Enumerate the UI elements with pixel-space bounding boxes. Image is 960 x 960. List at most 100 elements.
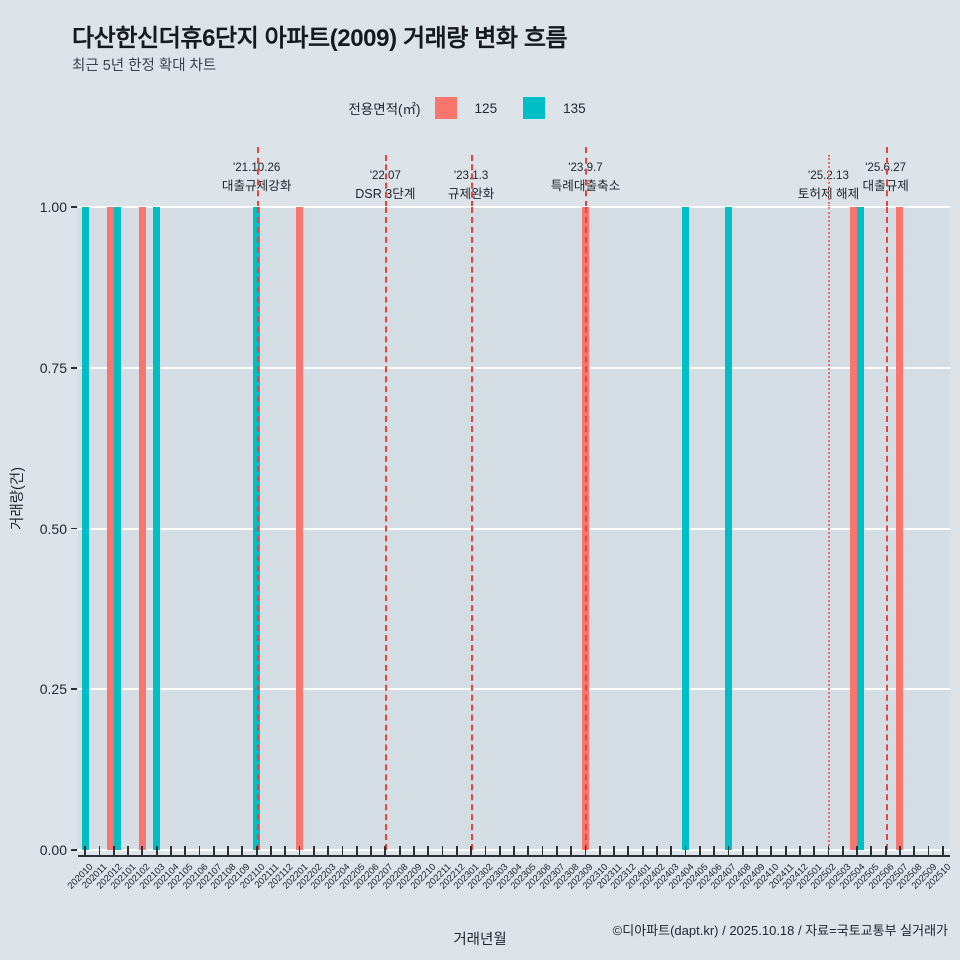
x-tick-mark-202101 (127, 846, 129, 855)
x-axis-title: 거래년월 (453, 932, 507, 948)
legend-item-125[interactable]: 125 (434, 97, 524, 119)
event-line-1 (385, 207, 388, 850)
x-tick-mark-202204 (341, 846, 344, 855)
legend-label-135: 135 (563, 100, 586, 116)
bar-125-202201[interactable] (296, 207, 304, 850)
x-tick-mark-202502 (827, 846, 830, 855)
bar-125-202504[interactable] (850, 207, 858, 850)
x-tick-mark-202011 (98, 846, 101, 855)
x-tick-mark-202404 (684, 846, 687, 855)
x-tick-mark-202403 (670, 846, 673, 855)
bar-135-202010[interactable] (81, 207, 89, 850)
event-line-stub-4 (828, 155, 831, 207)
x-tick-mark-202110 (255, 846, 258, 855)
x-tick-mark-202405 (698, 846, 701, 855)
x-tick-mark-202501 (813, 846, 816, 855)
event-line-stub-5 (885, 147, 888, 207)
x-tick-mark-202208 (398, 846, 401, 855)
event-line-0 (256, 207, 259, 850)
x-tick-mark-202306 (541, 846, 544, 855)
legend-swatch-135 (523, 97, 546, 119)
y-tick-label-1: 0.25 (39, 681, 67, 698)
legend-title: 전용면적(㎡) (348, 102, 421, 117)
bar-135-202404[interactable] (682, 207, 690, 850)
bar-125-202012[interactable] (106, 207, 114, 850)
event-line-4 (828, 207, 831, 850)
x-tick-mark-202402 (656, 846, 658, 855)
bar-135-202407[interactable] (724, 207, 732, 850)
x-tick-mark-202202 (312, 846, 315, 855)
x-tick-mark-202503 (841, 846, 844, 855)
footer-credit: ©디아파트(dapt.kr) / 2025.10.18 / 자료=국토교통부 실… (612, 923, 948, 938)
x-tick-mark-202010 (84, 846, 87, 855)
event-line-stub-1 (385, 155, 388, 207)
x-tick-mark-202509 (927, 846, 930, 855)
y-tick-label-4: 1.00 (39, 199, 67, 215)
y-tick-label-2: 0.50 (39, 520, 67, 537)
bar-135-202504[interactable] (857, 207, 865, 850)
legend-swatch-125 (434, 97, 457, 119)
x-tick-mark-202203 (327, 846, 330, 855)
x-tick-mark-202303 (498, 846, 501, 855)
gridline (78, 527, 950, 530)
x-tick-mark-202105 (184, 846, 187, 855)
bar-135-202103[interactable] (153, 207, 161, 850)
x-tick-mark-202210 (427, 846, 430, 855)
x-tick-mark-202506 (884, 846, 887, 855)
page-subtitle: 최근 5년 한정 확대 차트 (72, 58, 217, 74)
x-tick-mark-202212 (455, 846, 458, 855)
legend-item-135[interactable]: 135 (523, 97, 612, 119)
bar-125-202507[interactable] (896, 207, 904, 850)
x-tick-mark-202106 (198, 846, 201, 855)
x-tick-mark-202408 (741, 846, 744, 855)
x-tick-mark-202209 (413, 846, 415, 855)
x-tick-mark-202412 (799, 846, 801, 855)
gridline (78, 688, 950, 691)
x-tick-mark-202206 (370, 846, 372, 855)
x-tick-mark-202112 (284, 846, 287, 855)
event-line-5 (885, 207, 888, 850)
event-date-5: '25.6.27 (865, 161, 907, 174)
x-tick-mark-202407 (727, 846, 730, 855)
y-tick-label-0: 0.00 (39, 842, 67, 858)
x-tick-mark-202102 (141, 846, 144, 855)
x-tick-mark-202205 (355, 846, 358, 855)
x-tick-mark-202201 (298, 846, 301, 855)
x-tick-mark-202103 (155, 846, 158, 855)
x-tick-mark-202305 (527, 846, 530, 855)
bar-135-202012[interactable] (113, 207, 121, 850)
x-tick-mark-202304 (513, 846, 515, 855)
event-line-stub-2 (471, 155, 474, 207)
y-tick-label-3: 0.75 (39, 359, 67, 376)
bar-125-202102[interactable] (138, 207, 146, 850)
x-tick-mark-202508 (913, 846, 916, 855)
gridline (78, 366, 950, 369)
y-tick-mark-4 (71, 206, 77, 208)
event-line-3 (585, 207, 588, 850)
x-tick-mark-202104 (170, 846, 172, 855)
x-tick-mark-202308 (570, 846, 573, 855)
y-axis-title: 거래량(건) (10, 466, 26, 530)
y-tick-mark-1 (71, 688, 77, 691)
x-tick-mark-202411 (784, 846, 787, 855)
x-tick-mark-202302 (484, 846, 487, 855)
x-axis-line (78, 855, 950, 857)
event-line-stub-0 (256, 147, 259, 207)
y-tick-mark-0 (71, 849, 77, 851)
y-tick-mark-2 (71, 527, 77, 530)
event-line-2 (471, 207, 474, 850)
x-tick-mark-202401 (641, 846, 644, 855)
x-tick-mark-202111 (270, 846, 272, 855)
x-tick-mark-202109 (241, 846, 244, 855)
legend-label-125: 125 (474, 100, 498, 116)
x-tick-mark-202311 (613, 846, 615, 855)
x-tick-mark-202207 (384, 846, 387, 855)
event-date-3: '23.9.7 (568, 161, 603, 174)
x-tick-mark-202108 (227, 846, 229, 855)
x-tick-mark-202507 (899, 846, 901, 855)
x-tick-mark-202309 (584, 846, 587, 855)
y-tick-mark-3 (71, 366, 77, 369)
gridline (78, 206, 950, 208)
x-tick-mark-202409 (756, 846, 758, 855)
